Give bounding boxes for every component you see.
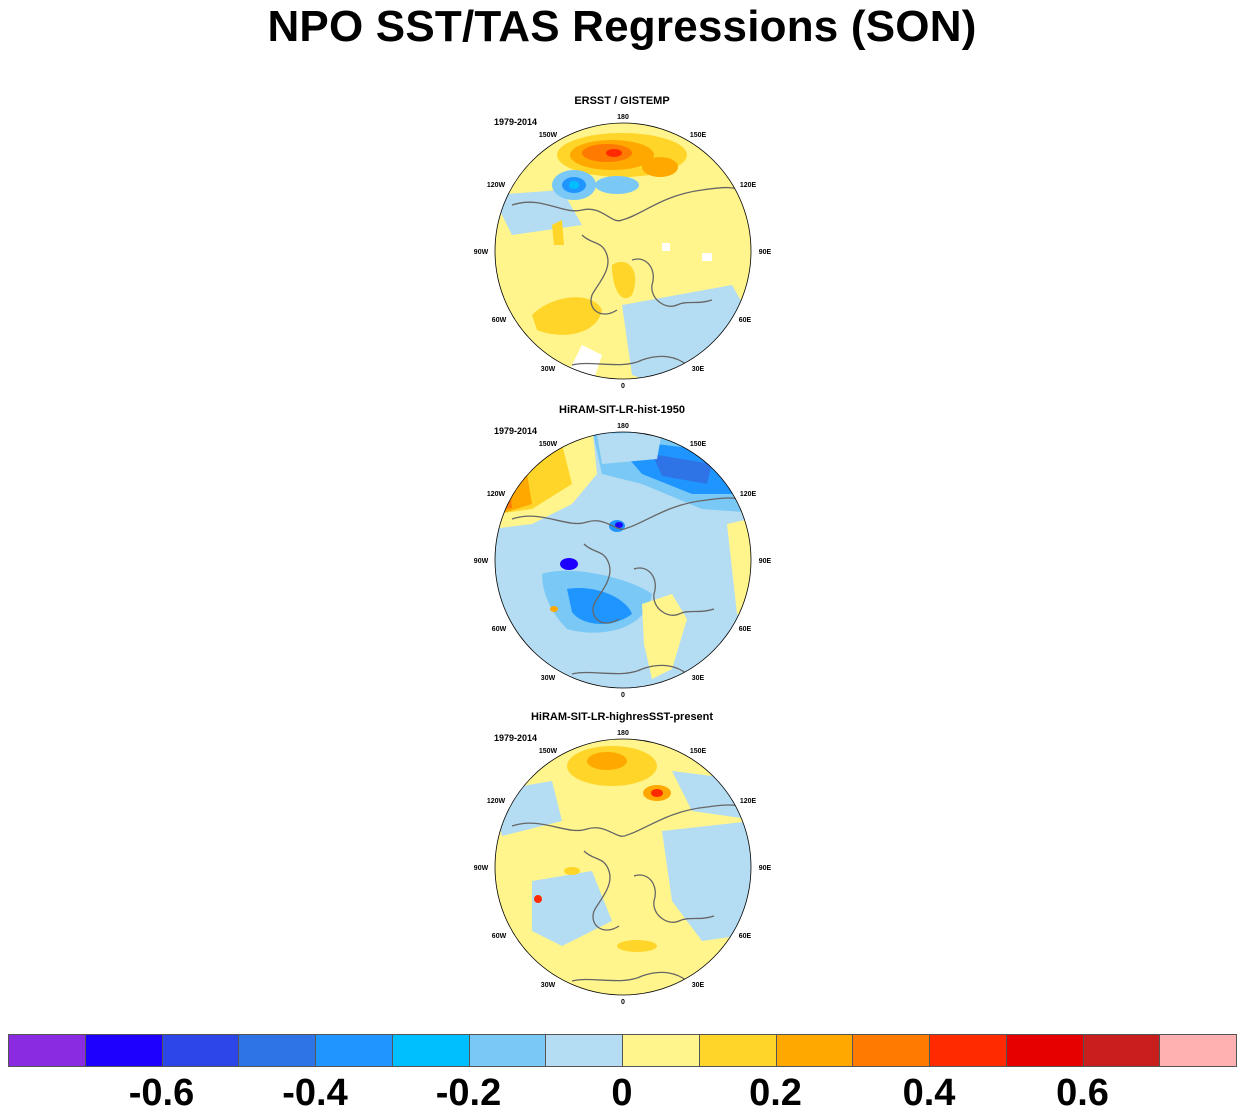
map-panel-hist-1950: HiRAM-SIT-LR-hist-1950 1979-2014 [472, 404, 772, 704]
lon-label: 150E [690, 132, 707, 139]
lon-label: 180 [617, 114, 629, 121]
lon-label: 30W [541, 675, 556, 682]
lon-label: 150W [539, 132, 558, 139]
panel-period: 1979-2014 [494, 733, 538, 743]
colorbar-tick-label: 0.2 [749, 1072, 802, 1114]
lon-label: 60W [492, 626, 507, 633]
colorbar-swatch [852, 1034, 930, 1067]
colorbar-swatch [468, 1034, 547, 1067]
colorbar-swatch [391, 1034, 470, 1067]
colorbar-swatch [238, 1034, 316, 1067]
lon-label: 90W [474, 249, 489, 256]
lon-label: 120W [487, 798, 506, 805]
lon-label: 0 [621, 383, 625, 390]
lon-label: 0 [621, 692, 625, 699]
lon-label: 120W [487, 491, 506, 498]
lon-label: 90E [759, 865, 772, 872]
colorbar-swatch [1082, 1034, 1161, 1067]
lon-label: 30W [541, 982, 556, 989]
lon-label: 150E [690, 748, 707, 755]
colorbar-tick-label: 0.4 [902, 1072, 956, 1114]
lon-label: 180 [617, 730, 629, 737]
colorbar-swatch [622, 1034, 700, 1067]
colorbar-tick-label: 0 [611, 1072, 633, 1114]
lon-label: 60W [492, 933, 507, 940]
lon-label: 90E [759, 558, 772, 565]
panel-period: 1979-2014 [494, 426, 538, 436]
panel-title: HiRAM-SIT-LR-hist-1950 [559, 404, 685, 416]
lon-label: 120W [487, 182, 506, 189]
lon-label: 120E [740, 798, 757, 805]
colorbar-swatch [698, 1034, 777, 1067]
panel-title: HiRAM-SIT-LR-highresSST-present [530, 711, 714, 723]
lon-label: 0 [621, 999, 625, 1006]
lon-label: 60E [739, 317, 752, 324]
panel-period: 1979-2014 [494, 117, 538, 127]
colorbar-swatch [1159, 1034, 1237, 1067]
colorbar-swatch [545, 1034, 623, 1067]
map-panel-highressst-present: HiRAM-SIT-LR-highresSST-present 1979-201… [472, 711, 772, 1011]
colorbar-tick-label: 0.6 [1056, 1072, 1109, 1114]
lon-label: 180 [617, 423, 629, 430]
colorbar-swatch [315, 1034, 393, 1067]
panel-title: ERSST / GISTEMP [574, 95, 670, 107]
lon-label: 90W [474, 558, 489, 565]
colorbar-tick-label: -0.2 [435, 1072, 502, 1114]
colorbar-tick-label: -0.4 [282, 1072, 348, 1114]
lon-label: 120E [740, 182, 757, 189]
colorbar-tick-label: -0.6 [128, 1072, 195, 1114]
lon-label: 150W [539, 441, 558, 448]
polar-map: 180 150W 150E 120W 120E 90W 90E 60W 60E … [474, 423, 772, 699]
lon-label: 30E [692, 366, 705, 373]
figure-title: NPO SST/TAS Regressions (SON) [267, 2, 977, 51]
colorbar-swatch [8, 1034, 86, 1067]
polar-map: 180 150W 150E 120W 120E 90W 90E 60W 60E … [474, 114, 772, 390]
lon-label: 60E [739, 933, 752, 940]
lon-label: 150W [539, 748, 558, 755]
lon-label: 90W [474, 865, 489, 872]
colorbar-swatch [84, 1034, 163, 1067]
lon-label: 60E [739, 626, 752, 633]
lon-label: 30E [692, 675, 705, 682]
map-panel-ersst: ERSST / GISTEMP 1979-2014 [472, 95, 772, 395]
lon-label: 150E [690, 441, 707, 448]
colorbar-swatch [1005, 1034, 1084, 1067]
colorbar-swatch [161, 1034, 240, 1067]
lon-label: 30W [541, 366, 556, 373]
lon-label: 120E [740, 491, 757, 498]
lon-label: 60W [492, 317, 507, 324]
lon-label: 90E [759, 249, 772, 256]
polar-map: 180 150W 150E 120W 120E 90W 90E 60W 60E … [474, 730, 772, 1006]
lon-label: 30E [692, 982, 705, 989]
colorbar-swatch [929, 1034, 1007, 1067]
colorbar [8, 1034, 1237, 1069]
colorbar-swatch [775, 1034, 854, 1067]
